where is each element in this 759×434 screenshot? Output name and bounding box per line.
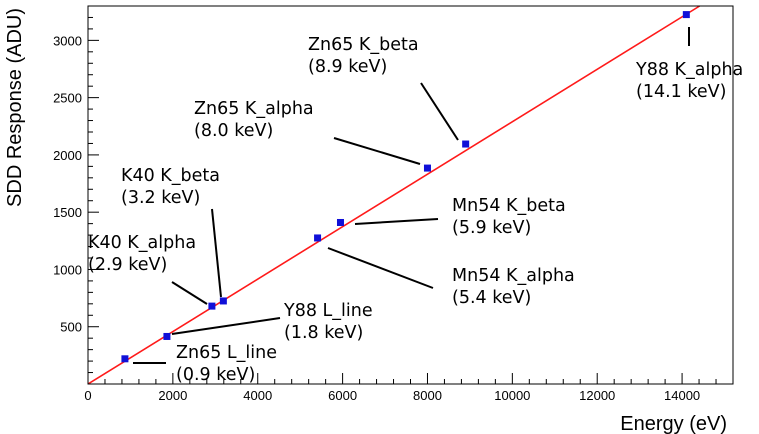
annotation-label-line: (2.9 keV) [88,255,167,275]
data-point [314,234,322,242]
x-tick-label: 10000 [494,388,530,403]
annotation-label: K40 K_alpha (2.9 keV) [88,233,196,275]
annotation-label-line: (5.4 keV) [452,288,531,308]
x-tick-label: 2000 [158,388,187,403]
x-tick-label: 14000 [664,388,700,403]
data-point [208,302,216,310]
x-tick-label: 6000 [328,388,357,403]
annotation-label-line: Mn54 K_alpha [452,266,575,286]
annotation-label-line: (3.2 keV) [121,188,200,208]
annotation-label-line: Zn65 K_beta [308,35,419,55]
y-tick-label: 1000 [53,262,82,277]
annotation-leader [420,82,459,141]
data-point [219,297,227,305]
annotation-label-line: K40 K_beta [121,166,220,186]
y-tick-label: 3000 [53,33,82,48]
annotation-label-line: (14.1 keV) [636,82,726,102]
annotation-leader [171,281,208,305]
y-tick-label: 1500 [53,205,82,220]
data-point [423,164,431,172]
annotation-label-line: Zn65 L_line [176,343,277,363]
annotation-label: Y88 K_alpha (14.1 keV) [635,60,743,102]
annotation-label-line: (8.0 keV) [194,121,273,141]
data-point [163,332,171,340]
y-tick-label: 2500 [53,91,82,106]
annotation-label-line: K40 K_alpha [88,233,196,253]
y-tick-label: 2000 [53,148,82,163]
fit-line [87,5,701,385]
data-point [121,355,129,363]
plot-frame [87,5,734,385]
annotation-label-line: Y88 L_line [283,301,373,321]
annotation-label-line: (5.9 keV) [452,218,531,238]
x-axis-title: Energy (eV) [620,413,727,434]
annotation-leader [211,208,222,298]
data-point [682,11,690,19]
annotation-label: K40 K_beta (3.2 keV) [121,166,220,208]
annotation-label-line: Zn65 K_alpha [194,99,314,119]
annotation-label-line: (8.9 keV) [308,57,387,77]
annotation-label: Mn54 K_alpha (5.4 keV) [452,266,575,308]
annotation-label-line: (0.9 keV) [176,365,255,385]
annotation-label: Zn65 K_alpha (8.0 keV) [194,99,314,141]
y-axis-title: SDD Response (ADU) [4,8,26,207]
x-tick-label: 12000 [579,388,615,403]
annotation-label: Mn54 K_beta (5.9 keV) [452,196,566,238]
x-tick-label: 4000 [243,388,272,403]
annotation-leader [333,137,421,165]
x-tick-label: 0 [84,388,91,403]
annotation-label: Zn65 K_beta (8.9 keV) [308,35,419,77]
annotation-leader [171,317,281,335]
data-point [336,218,344,226]
annotation-leader [327,247,434,289]
annotation-label-line: Y88 K_alpha [635,60,743,80]
annotation-label: Y88 L_line (1.8 keV) [283,301,373,343]
y-tick-label: 500 [60,320,82,335]
x-tick-label: 8000 [413,388,442,403]
data-point [462,140,470,148]
annotation-leader [354,218,439,225]
annotation-label-line: Mn54 K_beta [452,196,566,216]
annotation-label: Zn65 L_line (0.9 keV) [176,343,277,385]
annotation-label-line: (1.8 keV) [284,323,363,343]
